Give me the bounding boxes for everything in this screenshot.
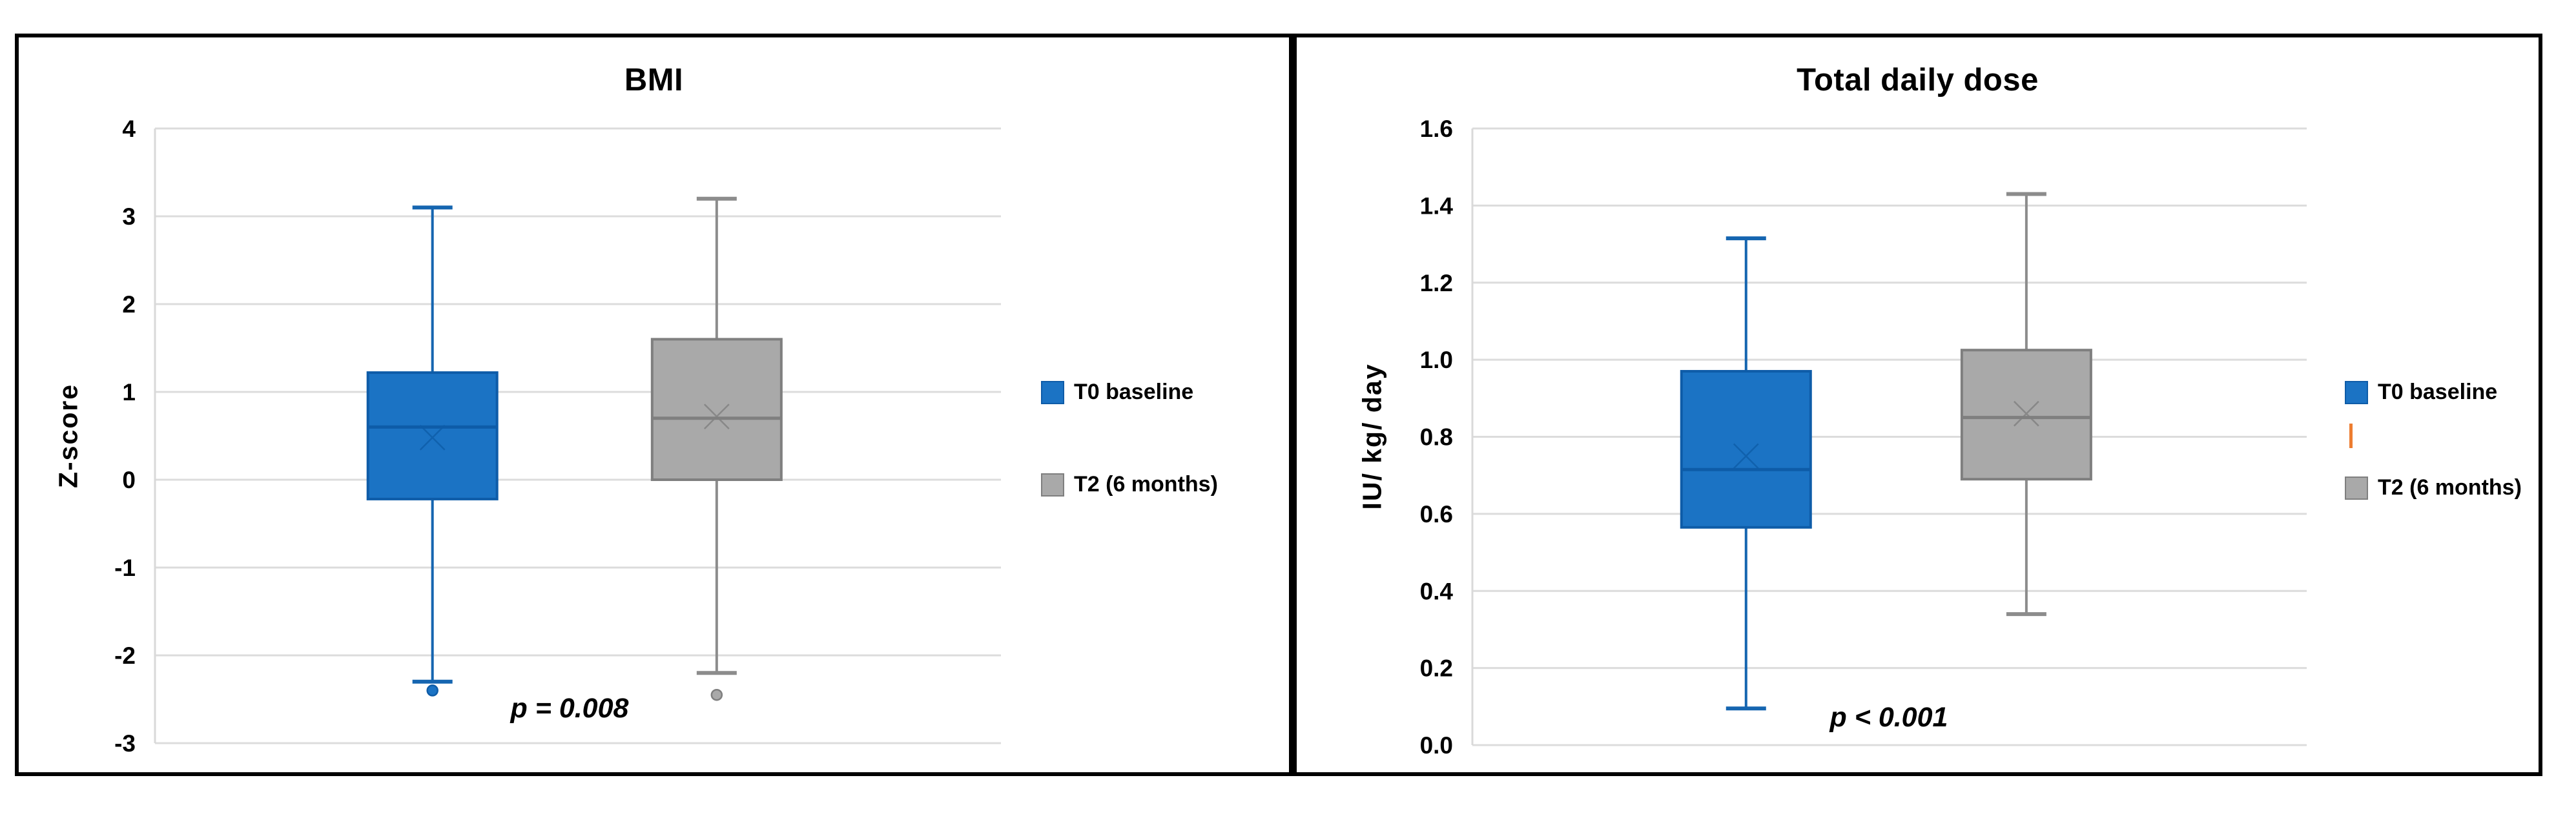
box-t0-baseline [1680, 370, 1812, 529]
legend-entry-t0-baseline: T0 baseline [2345, 380, 2497, 405]
t0-baseline-legend-swatch [1041, 380, 1064, 404]
y-tick-label: -1 [114, 555, 136, 581]
bmi-chart-title: BMI [624, 63, 684, 97]
mean-x-marker [2014, 400, 2039, 427]
total-daily-dose-p-value-annotation: p < 0.001 [1829, 702, 1948, 733]
y-tick-label: 1 [122, 379, 136, 405]
bmi-chart-panel: 4 3 2 1 0 -1 -2 -3 BMI Z-score T0 baseline T2 (… [15, 34, 1293, 776]
y-tick-label: -2 [114, 642, 136, 669]
y-tick-label: 1.0 [1420, 347, 1453, 373]
t2-6-months-legend-label: T2 (6 months) [2378, 475, 2522, 500]
t2-6-months-legend-label: T2 (6 months) [1074, 472, 1218, 497]
total-daily-dose-chart-panel: 1.6 1.4 1.2 1.0 0.8 0.6 0.4 0.2 0.0 Total daily … [1293, 34, 2542, 776]
bmi-boxplot-svg: 4 3 2 1 0 -1 -2 -3 [114, 116, 1001, 757]
mean-x-marker [1733, 443, 1759, 469]
y-tick-label: -3 [114, 730, 136, 757]
t0-baseline-legend-label: T0 baseline [1074, 380, 1194, 404]
y-tick-label: 1.2 [1420, 270, 1453, 296]
y-tick-label: 0.4 [1420, 578, 1454, 604]
t0-baseline-legend-swatch [2345, 380, 2368, 404]
total-daily-dose-chart-area: 1.6 1.4 1.2 1.0 0.8 0.6 0.4 0.2 0.0 Total daily … [1297, 37, 2539, 772]
t2-6-months-legend-swatch [2345, 476, 2368, 500]
t2-6-months-legend-swatch [1041, 473, 1064, 497]
total-daily-dose-chart-title: Total daily dose [1797, 63, 2039, 97]
outlier-dot [710, 688, 723, 701]
legend-entry-t2-6-months: T2 (6 months) [2345, 475, 2522, 500]
y-tick-label: 0.6 [1420, 501, 1453, 528]
total-daily-dose-boxplot-svg: 1.6 1.4 1.2 1.0 0.8 0.6 0.4 0.2 0.0 [1420, 116, 2307, 759]
y-tick-label: 1.4 [1420, 192, 1454, 219]
bmi-y-axis-title: Z-score [53, 383, 83, 489]
mean-x-marker [703, 404, 730, 429]
y-tick-label: 2 [122, 291, 136, 318]
y-tick-label: 0.0 [1420, 732, 1453, 759]
bmi-chart-area: 4 3 2 1 0 -1 -2 -3 BMI Z-score T0 baseline T2 (… [19, 37, 1289, 772]
total-daily-dose-y-axis-title: IU/ kg/ day [1357, 363, 1387, 510]
y-tick-label: 0 [122, 467, 136, 493]
mean-x-marker [419, 424, 446, 451]
y-tick-label: 0.2 [1420, 655, 1453, 682]
y-tick-label: 1.6 [1420, 116, 1453, 142]
y-tick-label: 3 [122, 203, 136, 230]
bmi-p-value-annotation: p = 0.008 [510, 693, 629, 724]
box-t0-baseline [366, 371, 499, 500]
box-t2-6-months [650, 338, 783, 481]
y-tick-label: 4 [122, 116, 136, 142]
legend-entry-t2-6-months: T2 (6 months) [1041, 472, 1218, 497]
outlier-dot [426, 684, 438, 697]
legend-entry-t0-baseline: T0 baseline [1041, 380, 1193, 405]
y-tick-label: 0.8 [1420, 424, 1453, 451]
t0-baseline-legend-label: T0 baseline [2378, 380, 2498, 404]
orange-legend-tick-mark [2349, 424, 2353, 448]
